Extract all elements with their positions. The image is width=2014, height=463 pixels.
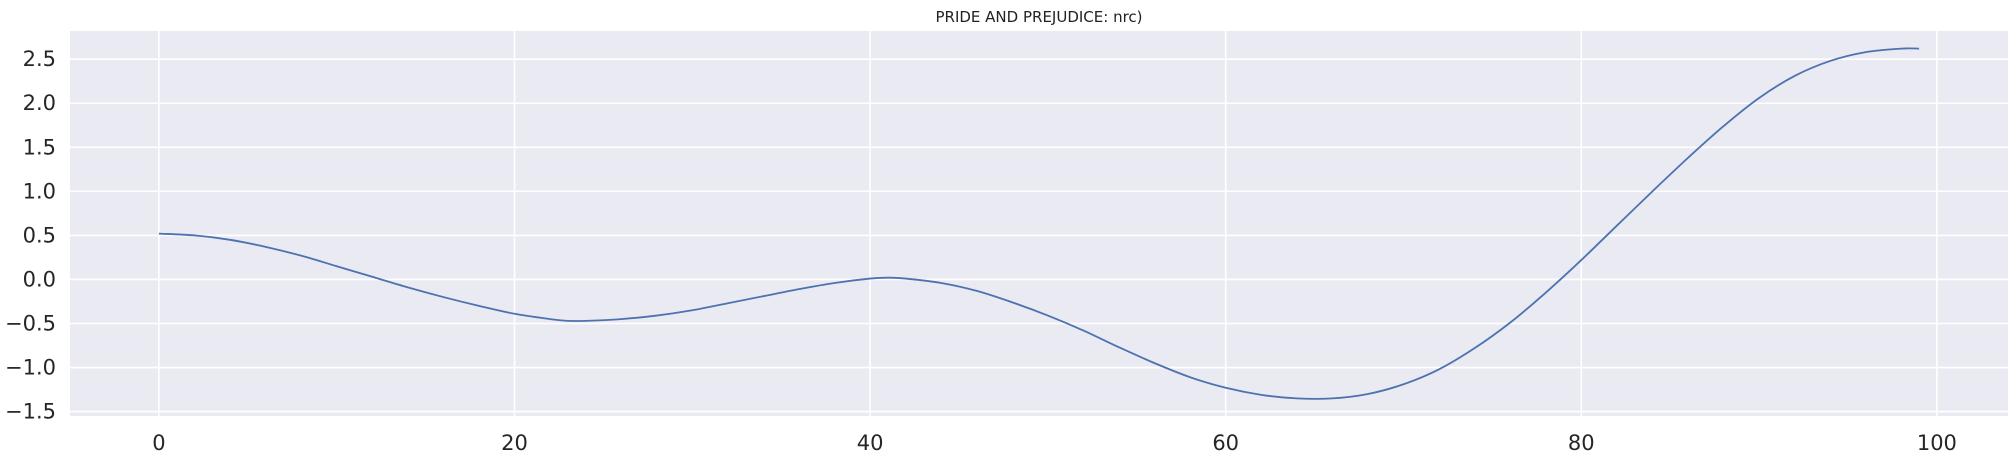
grid-lines: [70, 31, 2008, 416]
y-tick-label: −0.5: [5, 311, 56, 335]
series-line: [158, 47, 1920, 400]
y-tick-label: 2.5: [23, 47, 56, 71]
chart-title: PRIDE AND PREJUDICE: nrc): [935, 8, 1142, 26]
plot-area-background: [70, 31, 2008, 416]
y-tick-label: −1.5: [5, 400, 56, 424]
y-tick-label: 2.0: [23, 91, 56, 115]
y-tick-label: 0.5: [23, 223, 56, 247]
x-tick-label: 100: [1917, 431, 1957, 455]
x-tick-label: 80: [1568, 431, 1595, 455]
x-tick-label: 0: [152, 431, 165, 455]
tick-labels: 0 20 40 60 80 100 −1.5 −1.0 −0.5 0.0 0.5 1.0 1.5 2.0 2…: [5, 47, 1957, 455]
y-tick-label: −1.0: [5, 356, 56, 380]
series-layer: [158, 47, 1920, 400]
x-tick-label: 60: [1212, 431, 1239, 455]
x-tick-label: 40: [857, 431, 884, 455]
x-tick-label: 20: [501, 431, 528, 455]
y-tick-label: 1.5: [23, 135, 56, 159]
y-tick-label: 1.0: [23, 179, 56, 203]
y-tick-label: 0.0: [23, 267, 56, 291]
